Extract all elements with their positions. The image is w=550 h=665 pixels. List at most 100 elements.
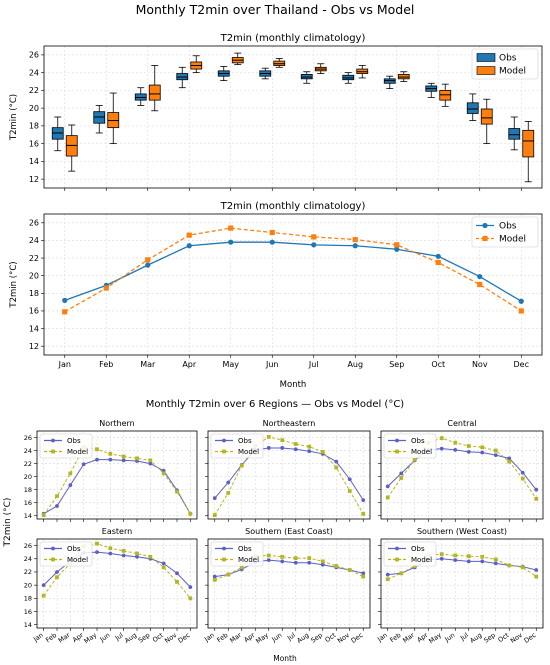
data-point	[293, 560, 298, 565]
data-point	[269, 229, 275, 236]
data-point	[212, 577, 217, 582]
data-point	[347, 477, 352, 482]
data-point	[108, 451, 113, 456]
x-tick-label: Jul	[113, 631, 125, 643]
y-tick-label: 24	[24, 555, 32, 563]
data-point	[493, 561, 498, 566]
x-tick-label: Sep	[389, 360, 404, 369]
x-tick-label: Jul	[285, 631, 297, 643]
series-line-obs	[214, 559, 364, 578]
data-point	[385, 572, 390, 577]
data-point	[477, 281, 483, 288]
data-point	[480, 450, 485, 455]
legend-label: Model	[499, 67, 526, 77]
data-point	[226, 572, 231, 577]
y-tick-label: 26	[29, 51, 39, 60]
x-tick-label: May	[222, 360, 239, 369]
x-tick-label: Jun	[98, 631, 112, 644]
data-point	[439, 436, 444, 441]
data-point	[55, 575, 59, 580]
data-point	[395, 438, 399, 443]
box-obs	[508, 128, 521, 140]
y-tick-label: 14	[29, 324, 39, 333]
data-point	[280, 446, 285, 450]
data-point	[439, 556, 444, 561]
data-point	[466, 449, 471, 454]
legend-label: Obs	[499, 54, 517, 64]
data-point	[480, 445, 485, 450]
x-tick-label: May	[254, 631, 270, 645]
data-point	[121, 454, 126, 459]
data-point	[266, 446, 271, 450]
data-point	[394, 246, 400, 252]
y-axis-label: T2min (°C)	[9, 261, 19, 308]
data-point	[222, 557, 226, 562]
x-tick-label: Jul	[458, 631, 470, 643]
data-point	[320, 449, 325, 454]
series-line-model	[214, 554, 364, 581]
data-point	[226, 480, 231, 485]
y-tick-label: 26	[24, 542, 32, 550]
data-point	[347, 489, 352, 493]
data-point	[520, 565, 525, 570]
data-point	[121, 548, 126, 553]
series-line-model	[43, 446, 191, 516]
y-tick-label: 24	[29, 68, 39, 77]
data-point	[95, 550, 99, 555]
data-point	[453, 558, 458, 562]
axes-frame	[380, 538, 544, 629]
data-point	[466, 559, 471, 564]
data-point	[161, 561, 166, 566]
data-point	[228, 225, 234, 231]
x-tick-label: Mar	[140, 360, 156, 369]
data-point	[95, 541, 99, 546]
y-tick-label: 22	[24, 568, 32, 576]
data-point	[186, 232, 192, 238]
data-point	[212, 513, 217, 517]
x-tick-label: Jan	[202, 631, 216, 644]
y-tick-label: 20	[24, 581, 32, 589]
y-tick-label: 26	[29, 219, 39, 228]
data-point	[293, 556, 298, 561]
x-tick-label: Oct	[431, 360, 445, 369]
data-point	[493, 448, 498, 453]
panel-title: Northeastern	[263, 419, 316, 428]
data-point	[435, 259, 441, 266]
chart-panel-2: 14 16 18 20 22 24 26 Northern Obs Model	[24, 419, 198, 522]
data-point	[352, 243, 358, 249]
data-point	[361, 571, 366, 576]
y-tick-label: 20	[29, 104, 39, 113]
data-point	[518, 308, 524, 314]
legend-label: Obs	[238, 545, 252, 553]
y-tick-label: 18	[29, 289, 39, 298]
data-point	[507, 456, 512, 461]
x-tick-label: Jan	[58, 360, 71, 369]
y-tick-label: 12	[29, 342, 39, 351]
legend-label: Model	[67, 448, 88, 456]
data-point	[239, 463, 244, 468]
data-point	[51, 557, 55, 562]
data-point	[68, 483, 73, 488]
data-point	[222, 449, 226, 454]
x-tick-label: Sep	[137, 631, 152, 645]
x-tick-label: Jun	[270, 631, 284, 644]
x-tick-label: Dec	[177, 631, 192, 645]
data-point	[311, 242, 317, 248]
x-tick-label: Mar	[57, 631, 72, 645]
data-point	[493, 453, 498, 458]
y-tick-label: 24	[24, 447, 32, 455]
x-tick-label: May	[83, 631, 99, 645]
y-tick-label: 24	[29, 236, 39, 245]
legend-box	[471, 216, 539, 248]
data-point	[121, 553, 126, 558]
x-tick-label: Sep	[309, 631, 324, 645]
data-point	[334, 564, 339, 568]
legend-label: Model	[411, 556, 432, 564]
y-tick-label: 22	[29, 86, 39, 95]
data-point	[41, 513, 46, 517]
data-point	[466, 554, 471, 559]
x-tick-label: Feb	[99, 360, 113, 369]
chart-panel-1: 12 14 16 18 20 22 24 26 Jan Feb Mar Apr May Jun Jul Aug…	[9, 201, 543, 390]
